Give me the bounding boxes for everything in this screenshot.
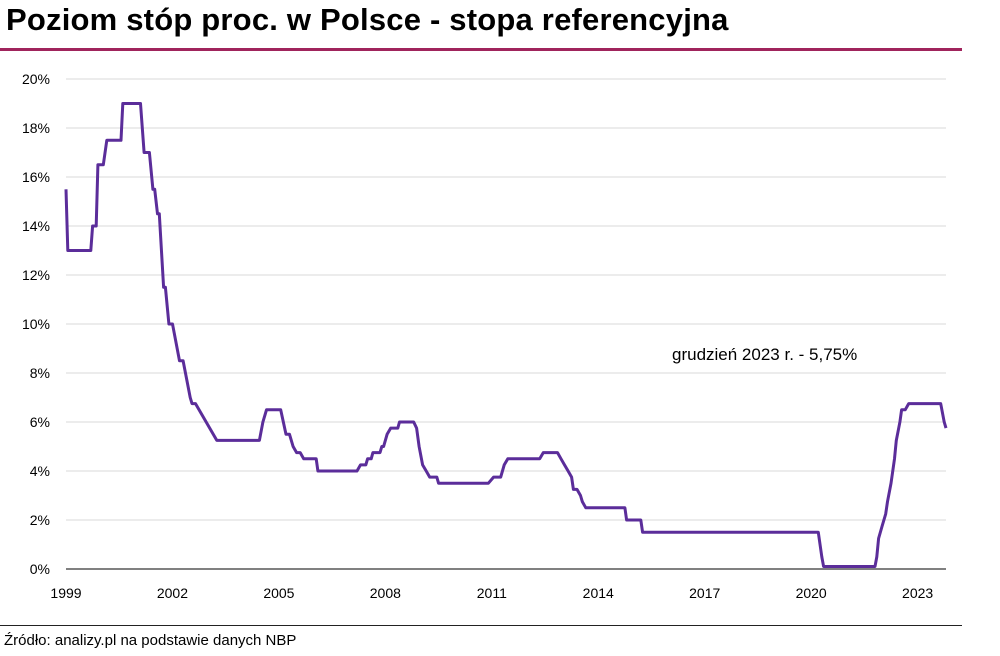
x-tick-label: 2002 <box>157 585 188 601</box>
y-tick-label: 6% <box>30 414 50 430</box>
footer-divider <box>0 625 962 626</box>
source-note: Źródło: analizy.pl na podstawie danych N… <box>4 632 297 649</box>
x-tick-label: 2011 <box>477 585 507 601</box>
series-line <box>64 102 948 568</box>
y-tick-label: 0% <box>30 561 50 577</box>
chart-annotation: grudzień 2023 r. - 5,75% <box>672 345 857 364</box>
line-chart: 0% 2% 4% 6% 8% 10% 12% 14% 16% 18% 20% 1999 2002 200… <box>22 71 948 601</box>
y-tick-label: 12% <box>22 267 50 283</box>
x-tick-label: 2008 <box>370 585 401 601</box>
title-underline <box>0 48 962 51</box>
x-tick-label: 2017 <box>689 585 720 601</box>
y-tick-label: 4% <box>30 463 50 479</box>
x-tick-label: 1999 <box>50 585 81 601</box>
y-tick-label: 8% <box>30 365 50 381</box>
x-tick-label: 2014 <box>583 585 614 601</box>
y-axis-ticks: 0% 2% 4% 6% 8% 10% 12% 14% 16% 18% 20% <box>22 71 50 577</box>
y-tick-label: 10% <box>22 316 50 332</box>
y-tick-label: 18% <box>22 120 50 136</box>
grid-lines <box>66 78 946 521</box>
y-tick-label: 14% <box>22 218 50 234</box>
x-tick-label: 2005 <box>263 585 294 601</box>
y-tick-label: 16% <box>22 169 50 185</box>
y-tick-label: 20% <box>22 71 50 87</box>
chart-title: Poziom stóp proc. w Polsce - stopa refer… <box>6 2 729 37</box>
x-tick-label: 2023 <box>902 585 933 601</box>
y-tick-label: 2% <box>30 512 50 528</box>
series-group <box>64 102 948 568</box>
x-axis-ticks: 1999 2002 2005 2008 2011 2014 2017 2020 2023 <box>50 585 933 601</box>
x-tick-label: 2020 <box>796 585 827 601</box>
